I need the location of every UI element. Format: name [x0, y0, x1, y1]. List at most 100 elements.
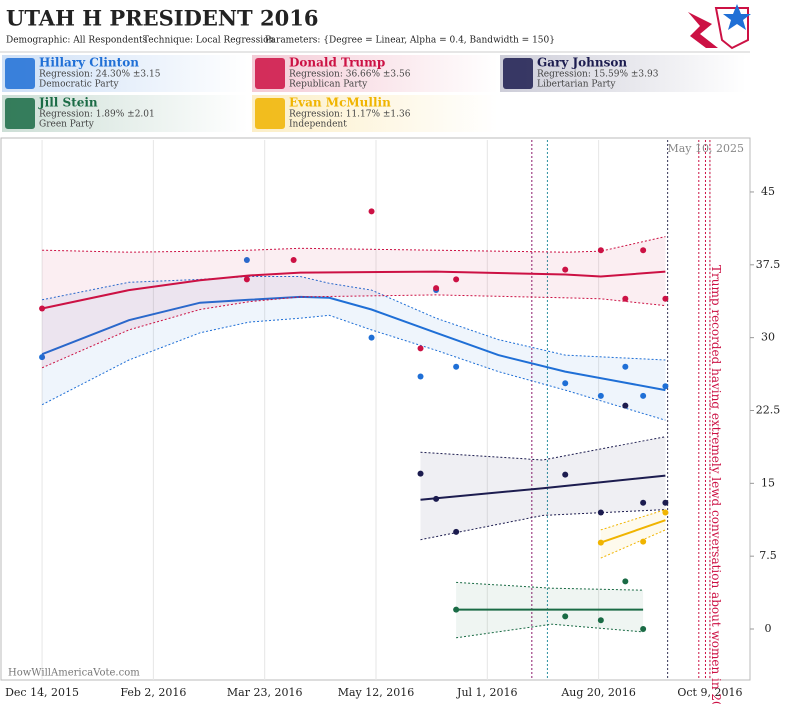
- poll-point: [622, 402, 629, 409]
- upper-bound: [456, 581, 644, 591]
- legend-party: Libertarian Party: [537, 80, 616, 90]
- legend-name: Gary Johnson: [537, 56, 627, 70]
- poll-point: [453, 528, 460, 535]
- upper-bound: [42, 276, 666, 361]
- poll-point: [453, 606, 460, 613]
- legend-icon: [255, 98, 285, 129]
- poll-point: [453, 276, 460, 283]
- trend-line: [41, 270, 666, 310]
- x-tick-label: Dec 14, 2015: [5, 686, 79, 699]
- poll-point: [622, 295, 629, 302]
- poll-point: [562, 471, 569, 478]
- lower-bound: [41, 314, 666, 421]
- annotation: Trump recorded having extremely lewd con…: [709, 265, 723, 704]
- poll-point: [640, 499, 647, 506]
- legend-name: Donald Trump: [289, 56, 385, 70]
- poll-point: [243, 256, 250, 263]
- confidence-band: [42, 236, 666, 368]
- poll-point: [39, 305, 46, 312]
- poll-point: [662, 295, 669, 302]
- date-label: May 10, 2025: [667, 142, 744, 155]
- legend-regression: Regression: 11.17% ±1.36: [289, 110, 411, 120]
- poll-point: [597, 509, 604, 516]
- poll-point: [417, 470, 424, 477]
- legend-name: Jill Stein: [38, 96, 98, 110]
- legend-party: Independent: [289, 120, 347, 130]
- poll-point: [417, 345, 424, 352]
- x-tick-label: Mar 23, 2016: [227, 686, 303, 699]
- trend-line: [420, 474, 666, 501]
- legend-icon: [5, 98, 35, 129]
- logo: [688, 4, 751, 50]
- legend-regression: Regression: 36.66% ±3.56: [289, 70, 411, 80]
- poll-point: [597, 539, 604, 546]
- param-parameters: Parameters: {Degree = Linear, Alpha = 0.…: [265, 36, 555, 46]
- trend-line: [41, 295, 666, 392]
- source: HowWillAmericaVote.com: [8, 668, 140, 679]
- legend-icon: [503, 58, 533, 89]
- legend-party: Green Party: [39, 120, 95, 130]
- legend-regression: Regression: 24.30% ±3.15: [39, 70, 161, 80]
- legend-name: Evan McMullin: [289, 96, 391, 110]
- poll-point: [622, 578, 629, 585]
- poll-point: [368, 208, 375, 215]
- y-tick-label: 45: [761, 185, 775, 198]
- upper-bound: [420, 436, 666, 461]
- lower-bound: [456, 623, 644, 639]
- poll-point: [453, 363, 460, 370]
- x-tick-label: Oct 9, 2016: [677, 686, 742, 699]
- legend-box: [252, 55, 498, 92]
- upper-bound: [600, 509, 666, 531]
- legend-box: [2, 55, 248, 92]
- legend-party: Democratic Party: [39, 80, 120, 90]
- poll-point: [640, 392, 647, 399]
- y-tick-label: 7.5: [759, 549, 777, 562]
- poll-point: [417, 373, 424, 380]
- y-tick-label: 22.5: [756, 403, 781, 416]
- lower-bound: [420, 509, 666, 541]
- poll-point: [597, 247, 604, 254]
- poll-point: [662, 509, 669, 516]
- chart-title: UTAH H PRESIDENT 2016: [6, 6, 318, 31]
- legend-name: Hillary Clinton: [39, 56, 139, 70]
- legend-box: [2, 95, 248, 132]
- confidence-band: [42, 276, 666, 421]
- poll-point: [562, 266, 569, 273]
- y-tick-label: 30: [761, 331, 775, 344]
- poll-point: [433, 285, 440, 292]
- poll-point: [640, 626, 647, 633]
- poll-point: [622, 363, 629, 370]
- legend-regression: Regression: 1.89% ±2.01: [39, 110, 155, 120]
- poll-point: [597, 392, 604, 399]
- legend-party: Republican Party: [289, 80, 368, 90]
- poll-point: [597, 617, 604, 624]
- x-tick-label: Jul 1, 2016: [456, 686, 518, 699]
- legend-icon: [255, 58, 285, 89]
- poll-point: [662, 499, 669, 506]
- legend-icon: [5, 58, 35, 89]
- poll-point: [662, 383, 669, 390]
- poll-point: [243, 276, 250, 283]
- x-tick-label: May 12, 2016: [338, 686, 415, 699]
- confidence-band: [600, 509, 666, 559]
- param-technique: Technique: Local Regression: [143, 36, 274, 46]
- x-tick-label: Aug 20, 2016: [560, 686, 636, 699]
- poll-point: [640, 538, 647, 545]
- y-tick-label: 0: [765, 622, 772, 635]
- legend-regression: Regression: 15.59% ±3.93: [537, 70, 659, 80]
- poll-point: [368, 334, 375, 341]
- y-tick-label: 15: [761, 476, 775, 489]
- legend-box: [500, 55, 746, 92]
- param-demographic: Demographic: All Respondents: [6, 36, 148, 46]
- y-tick-label: 37.5: [756, 258, 781, 271]
- poll-point: [290, 256, 297, 263]
- poll-point: [433, 495, 440, 502]
- poll-point: [562, 380, 569, 387]
- poll-point: [562, 613, 569, 620]
- trend-line: [600, 519, 666, 544]
- lower-bound: [41, 294, 666, 369]
- legend-box: [252, 95, 498, 132]
- x-tick-label: Feb 2, 2016: [120, 686, 186, 699]
